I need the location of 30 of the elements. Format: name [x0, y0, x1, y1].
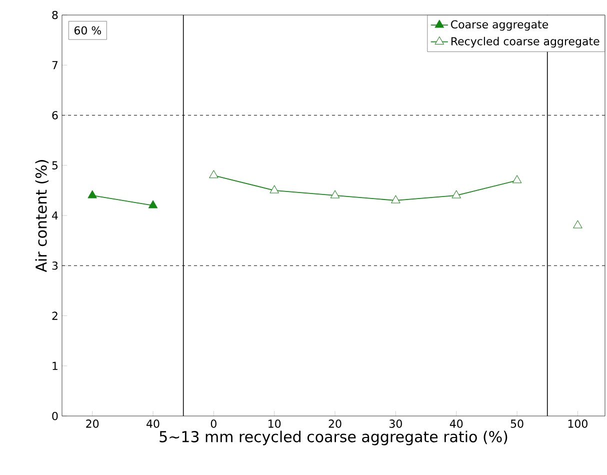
point — [209, 170, 218, 178]
y-tick-label: 2 — [52, 312, 58, 320]
x-tick-label: 20 — [328, 420, 342, 428]
y-tick-label: 1 — [52, 362, 58, 370]
x-tick-label: 100 — [568, 420, 588, 428]
point — [330, 190, 340, 198]
legend-label: Coarse aggregate — [451, 20, 548, 31]
point — [270, 185, 279, 194]
y-tick-label: 6 — [52, 111, 58, 120]
y-axis-title: Air content (%) — [35, 160, 49, 272]
x-tick-label: 30 — [390, 420, 402, 428]
x-tick-label: 50 — [510, 420, 524, 428]
point — [573, 220, 582, 228]
x-tick-label: 40 — [146, 420, 160, 428]
y-tick-label: 0 — [52, 412, 58, 420]
point — [391, 195, 400, 204]
x-tick-label: 40 — [450, 420, 463, 428]
x-axis-title: 5~13 mm recycled coarse aggregate ratio (%) — [160, 430, 508, 446]
y-tick-label: 3 — [52, 261, 58, 270]
y-tick-label: 5 — [52, 161, 58, 170]
y-tick-label: 4 — [52, 212, 58, 220]
point — [512, 175, 522, 184]
point — [452, 190, 461, 198]
annotation: 60 % — [74, 26, 102, 35]
y-tick-label: 8 — [52, 10, 58, 20]
x-tick-label: 0 — [210, 420, 216, 428]
x-tick-label: 10 — [268, 420, 281, 428]
x-tick-label: 20 — [86, 420, 99, 428]
y-tick-label: 7 — [52, 61, 58, 70]
legend-label: Recycled coarse aggregate — [451, 36, 600, 48]
